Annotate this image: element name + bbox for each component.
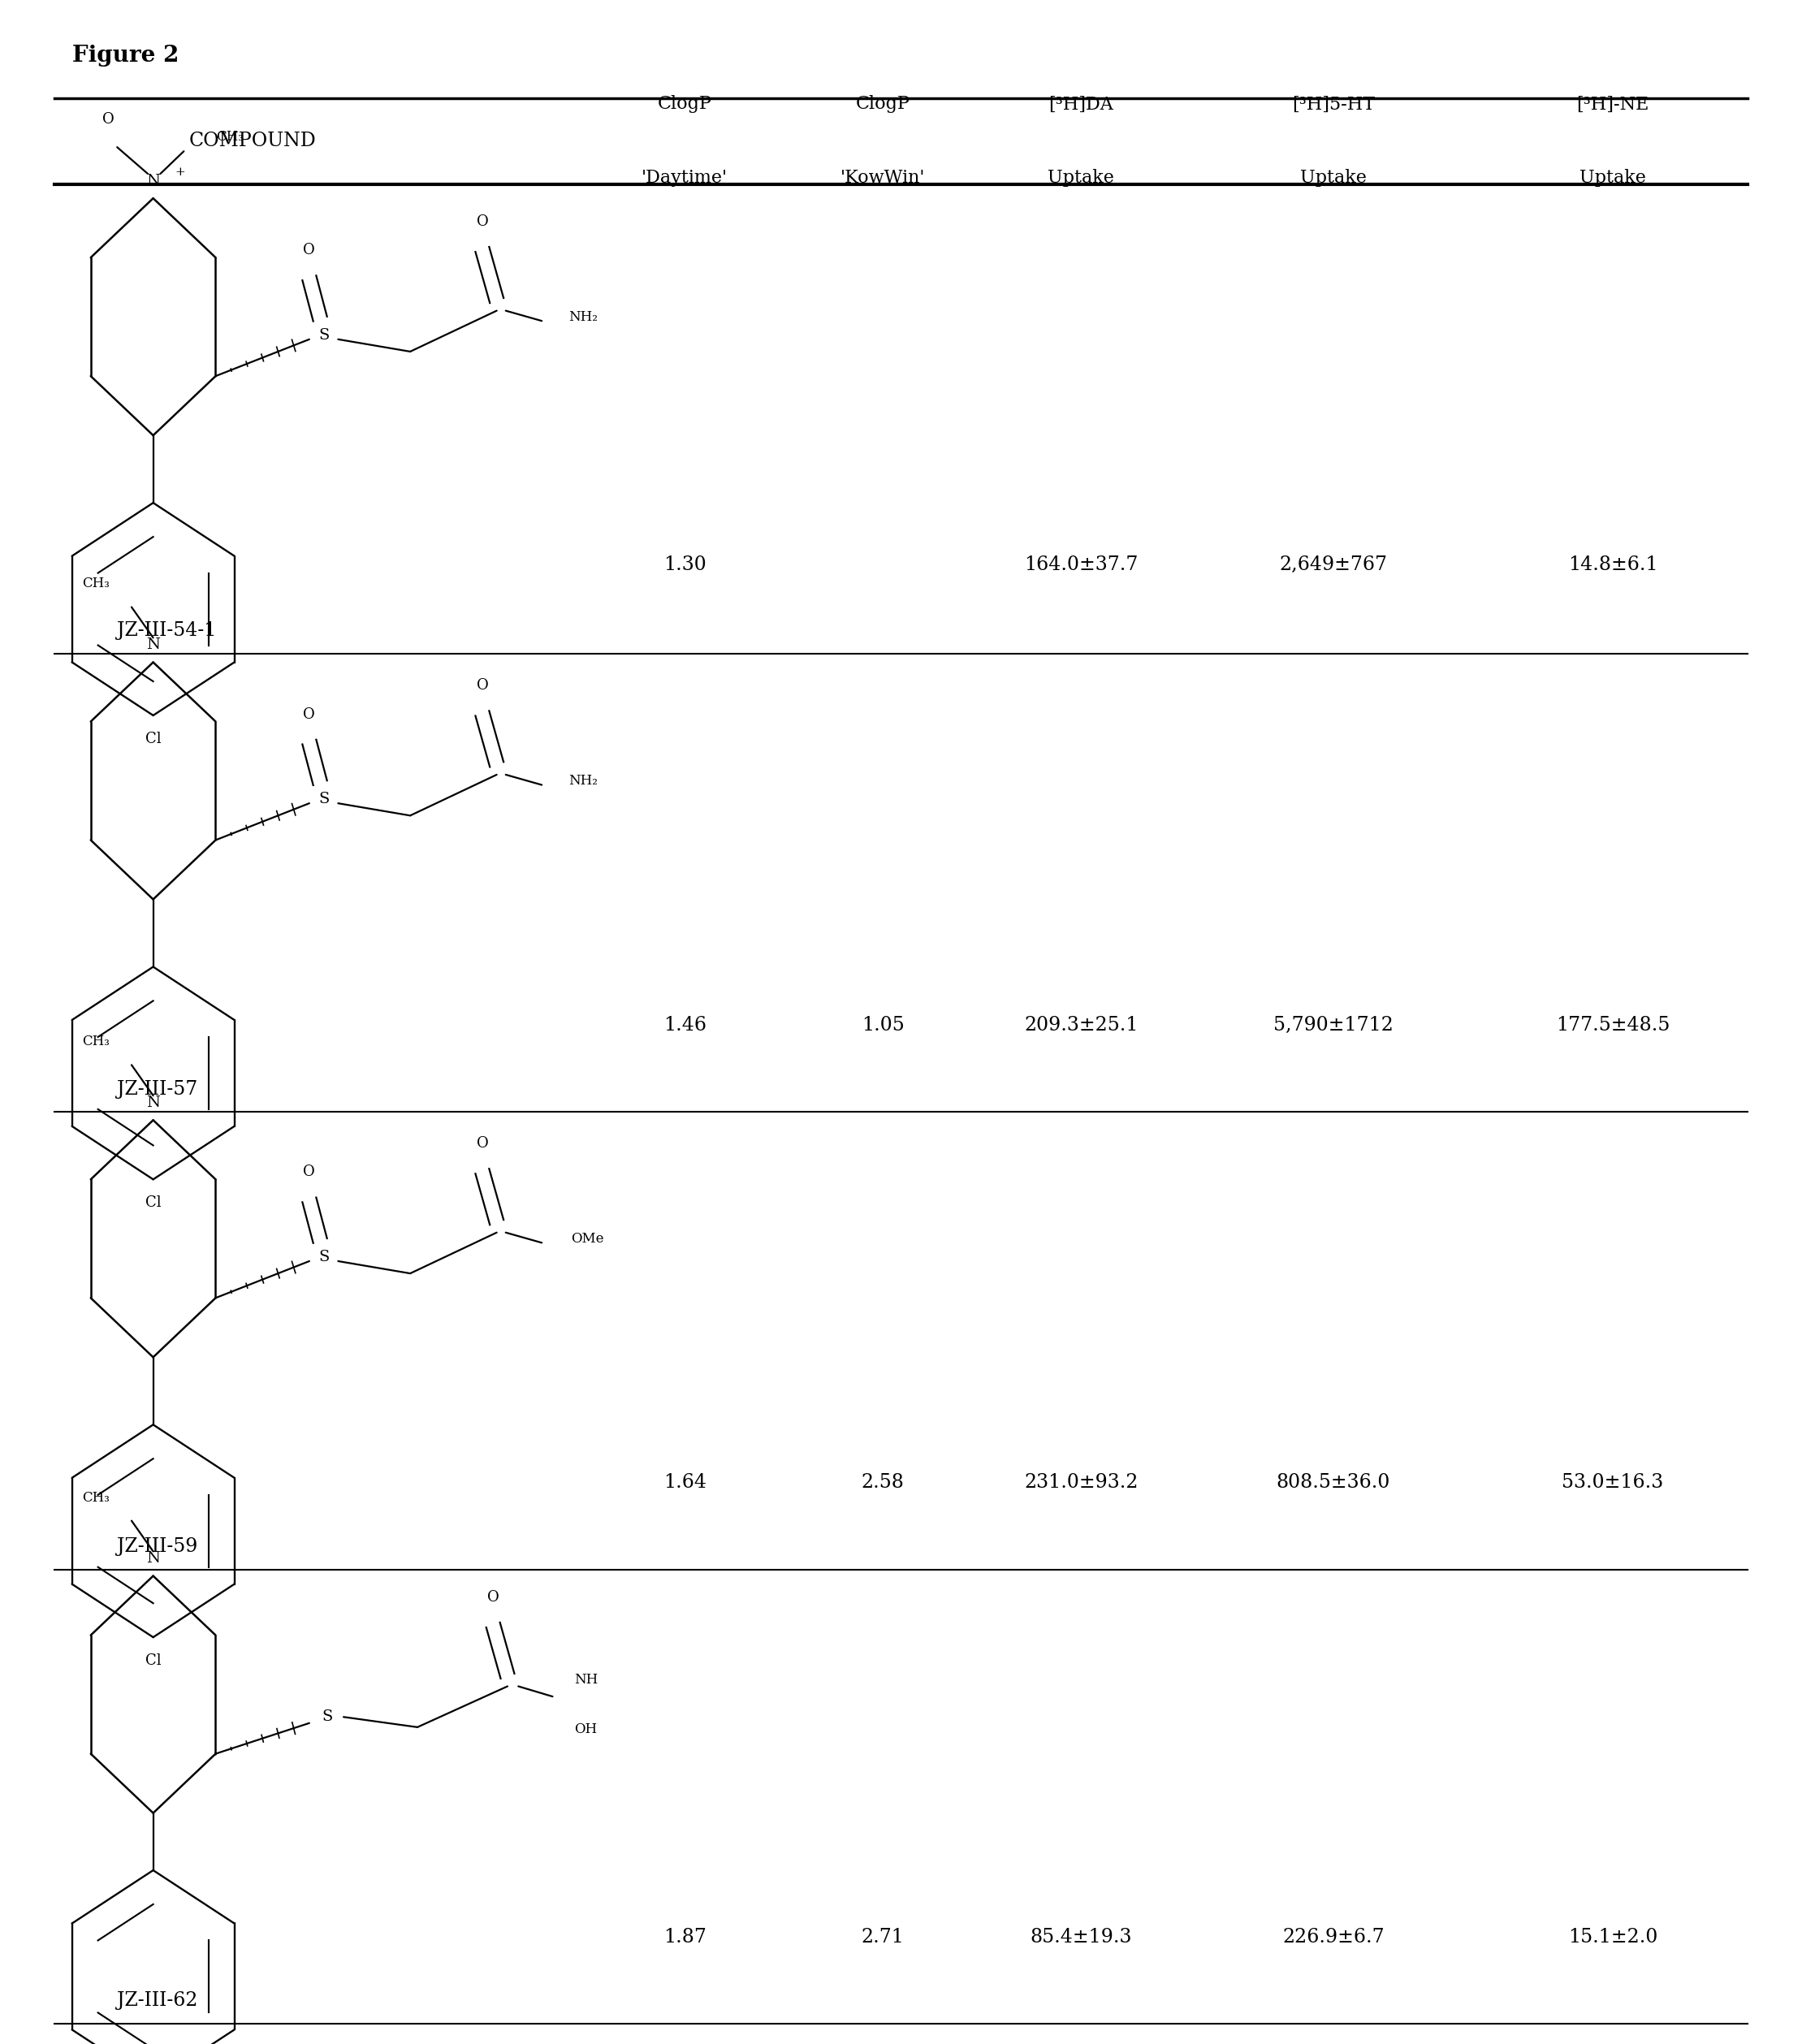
Text: S: S bbox=[319, 327, 330, 343]
Text: Cl: Cl bbox=[146, 1654, 160, 1668]
Text: Uptake: Uptake bbox=[1301, 170, 1366, 186]
Text: 808.5±36.0: 808.5±36.0 bbox=[1276, 1474, 1391, 1492]
Text: 2,649±767: 2,649±767 bbox=[1279, 556, 1388, 574]
Text: −: − bbox=[81, 92, 92, 106]
Text: 177.5±48.5: 177.5±48.5 bbox=[1555, 1016, 1670, 1034]
Text: 1.30: 1.30 bbox=[663, 556, 706, 574]
Text: +: + bbox=[175, 166, 186, 178]
Text: O: O bbox=[476, 1136, 488, 1151]
Text: 1.05: 1.05 bbox=[861, 1016, 905, 1034]
Text: O: O bbox=[487, 1590, 499, 1605]
Text: S: S bbox=[319, 791, 330, 807]
Text: Uptake: Uptake bbox=[1049, 170, 1114, 186]
Text: 209.3±25.1: 209.3±25.1 bbox=[1024, 1016, 1139, 1034]
Text: JZ-III-57: JZ-III-57 bbox=[117, 1079, 198, 1098]
Text: [³H]DA: [³H]DA bbox=[1049, 96, 1114, 112]
Text: CH₃: CH₃ bbox=[216, 131, 243, 143]
Text: 1.87: 1.87 bbox=[663, 1927, 706, 1946]
Text: JZ-III-59: JZ-III-59 bbox=[117, 1537, 198, 1555]
Text: O: O bbox=[476, 215, 488, 229]
Text: NH₂: NH₂ bbox=[569, 311, 598, 323]
Text: 53.0±16.3: 53.0±16.3 bbox=[1562, 1474, 1663, 1492]
Text: O: O bbox=[303, 243, 315, 258]
Text: NH₂: NH₂ bbox=[569, 775, 598, 787]
Text: Uptake: Uptake bbox=[1580, 170, 1645, 186]
Text: JZ-III-62: JZ-III-62 bbox=[117, 1991, 198, 2009]
Text: O: O bbox=[303, 707, 315, 722]
Text: 'Daytime': 'Daytime' bbox=[642, 170, 728, 186]
Text: [³H]5-HT: [³H]5-HT bbox=[1292, 96, 1375, 112]
Text: CH₃: CH₃ bbox=[83, 1034, 110, 1049]
Text: N: N bbox=[146, 638, 160, 652]
Text: 'KowWin': 'KowWin' bbox=[840, 170, 926, 186]
Text: JZ-III-54-1: JZ-III-54-1 bbox=[117, 621, 216, 640]
Text: S: S bbox=[319, 1249, 330, 1265]
Text: O: O bbox=[476, 679, 488, 693]
Text: OH: OH bbox=[575, 1723, 596, 1735]
Text: N: N bbox=[146, 1096, 160, 1110]
Text: 164.0±37.7: 164.0±37.7 bbox=[1024, 556, 1139, 574]
Text: O: O bbox=[303, 1165, 315, 1179]
Text: S: S bbox=[323, 1709, 333, 1725]
Text: N: N bbox=[146, 1551, 160, 1566]
Text: 2.58: 2.58 bbox=[861, 1474, 905, 1492]
Text: O: O bbox=[103, 112, 114, 127]
Text: OMe: OMe bbox=[571, 1233, 604, 1245]
Text: Figure 2: Figure 2 bbox=[72, 45, 178, 67]
Text: CH₃: CH₃ bbox=[83, 1490, 110, 1504]
Text: 226.9±6.7: 226.9±6.7 bbox=[1283, 1927, 1384, 1946]
Text: N: N bbox=[146, 174, 160, 188]
Text: COMPOUND: COMPOUND bbox=[189, 131, 315, 151]
Text: ClogP: ClogP bbox=[658, 96, 712, 112]
Text: 1.64: 1.64 bbox=[663, 1474, 706, 1492]
Text: Cl: Cl bbox=[146, 732, 160, 746]
Text: 5,790±1712: 5,790±1712 bbox=[1274, 1016, 1393, 1034]
Text: NH: NH bbox=[575, 1674, 598, 1686]
Text: 15.1±2.0: 15.1±2.0 bbox=[1568, 1927, 1658, 1946]
Text: Cl: Cl bbox=[146, 1196, 160, 1210]
Text: 2.71: 2.71 bbox=[861, 1927, 905, 1946]
Text: [³H]-NE: [³H]-NE bbox=[1577, 96, 1649, 112]
Text: 14.8±6.1: 14.8±6.1 bbox=[1568, 556, 1658, 574]
Text: ClogP: ClogP bbox=[856, 96, 910, 112]
Text: CH₃: CH₃ bbox=[83, 576, 110, 591]
Text: 1.46: 1.46 bbox=[663, 1016, 706, 1034]
Text: 231.0±93.2: 231.0±93.2 bbox=[1024, 1474, 1139, 1492]
Text: 85.4±19.3: 85.4±19.3 bbox=[1031, 1927, 1132, 1946]
